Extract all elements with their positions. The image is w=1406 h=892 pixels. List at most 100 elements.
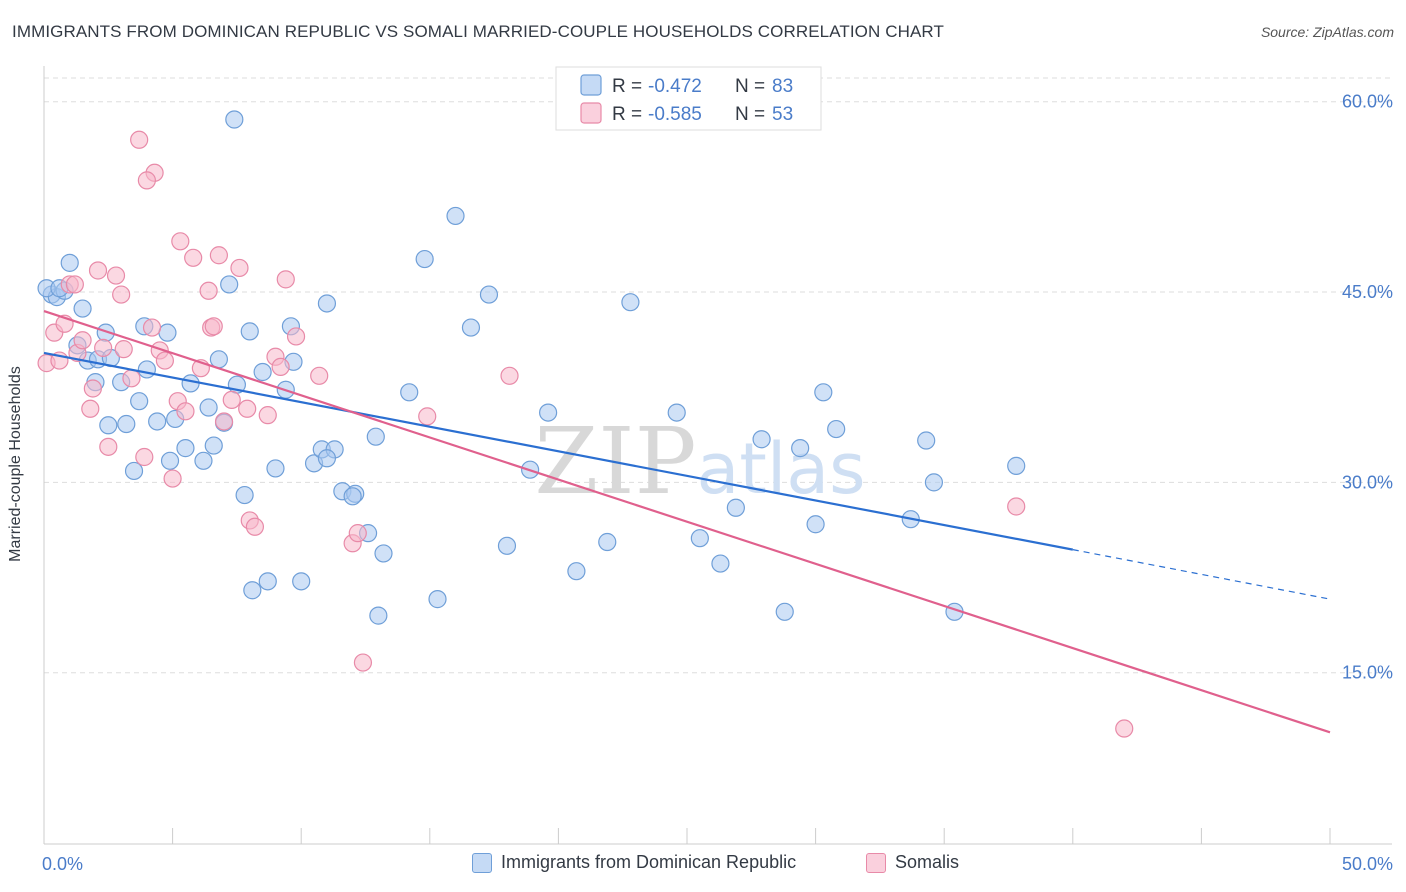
data-point [1007,497,1026,516]
data-point [245,517,265,536]
data-point [266,459,285,478]
data-point [155,351,174,370]
legend-n-value: 83 [772,76,793,97]
points-somalis [37,130,1134,738]
data-point [130,130,149,149]
data-point [184,248,203,267]
trendline-dominican [43,351,1074,551]
data-point [60,253,79,272]
data-point [276,270,295,289]
data-point [418,407,437,426]
data-point [814,383,833,402]
legend-swatch-pink [866,852,886,873]
legend-r-label: R = [612,76,642,97]
data-point [158,323,177,342]
data-point [258,572,277,591]
data-point [222,390,241,410]
data-point [199,398,218,417]
legend-n-value: 53 [772,104,793,125]
x-tick-label: 0.0% [42,854,83,874]
legend-r-value: -0.472 [648,76,702,97]
data-point [400,383,419,402]
data-point [65,275,84,294]
watermark: ZIPatlas [534,408,865,515]
data-point [690,529,709,548]
data-point [204,317,223,336]
data-point [112,285,131,304]
data-point [567,562,586,581]
data-point [225,110,244,129]
data-point [479,285,499,304]
data-point [286,327,306,346]
data-point [366,427,385,446]
data-point [348,524,367,543]
legend-swatch [580,74,602,96]
data-point [924,473,944,492]
data-point [353,653,373,672]
data-point [317,449,337,468]
data-point [235,485,254,505]
data-point [539,403,558,422]
data-point [117,414,136,434]
data-point [446,206,465,226]
data-point [148,412,167,431]
data-point [343,487,362,506]
legend-item-dominican[interactable]: Immigrants from Dominican Republic [472,852,796,873]
bottom-legend: Immigrants from Dominican Republic Somal… [0,852,1406,878]
legend-label-dominican: Immigrants from Dominican Republic [501,852,797,872]
data-point [243,581,262,600]
data-point [253,362,272,382]
data-point [317,294,337,313]
data-point [99,437,118,456]
data-point [199,281,218,300]
legend-r-label: R = [612,104,642,125]
data-point [124,461,144,481]
data-point [806,515,825,534]
data-point [83,379,102,398]
chart-title: IMMIGRANTS FROM DOMINICAN REPUBLIC VS SO… [12,22,944,41]
data-point [122,369,141,388]
data-point [726,498,745,517]
data-point [94,338,113,357]
data-point [137,171,156,190]
data-point [667,403,686,422]
data-point [181,374,200,393]
data-point [209,246,228,265]
data-point [1115,719,1134,738]
legend-swatch [580,102,602,124]
data-point [176,439,195,458]
data-point [240,322,259,341]
data-point [230,258,249,278]
data-point [142,318,162,337]
data-point [114,340,133,359]
trendline-somalis [43,310,1331,734]
trendline-dominican-extension [1072,549,1331,600]
data-point [163,469,182,488]
data-point [73,331,92,350]
data-point [171,232,190,251]
data-point [88,261,108,280]
data-point [209,350,228,369]
data-point [791,439,810,458]
legend-swatch-blue [472,852,492,873]
data-point [176,402,195,421]
legend-item-somalis[interactable]: Somalis [866,852,959,873]
data-point [428,590,447,609]
data-point [497,536,517,555]
data-point [214,412,234,431]
data-point [369,606,388,625]
data-point [73,299,92,318]
data-point [130,392,149,411]
data-point [194,451,213,470]
data-point [827,419,846,439]
data-point [1007,456,1026,475]
data-point [81,399,100,418]
points-dominican [37,110,1026,625]
y-tick-label: 15.0% [1342,663,1393,683]
data-point [238,399,257,418]
legend-n-label: N = [735,76,765,97]
data-point [137,360,156,379]
data-point [917,431,936,450]
x-tick-label: 50.0% [1342,854,1393,874]
